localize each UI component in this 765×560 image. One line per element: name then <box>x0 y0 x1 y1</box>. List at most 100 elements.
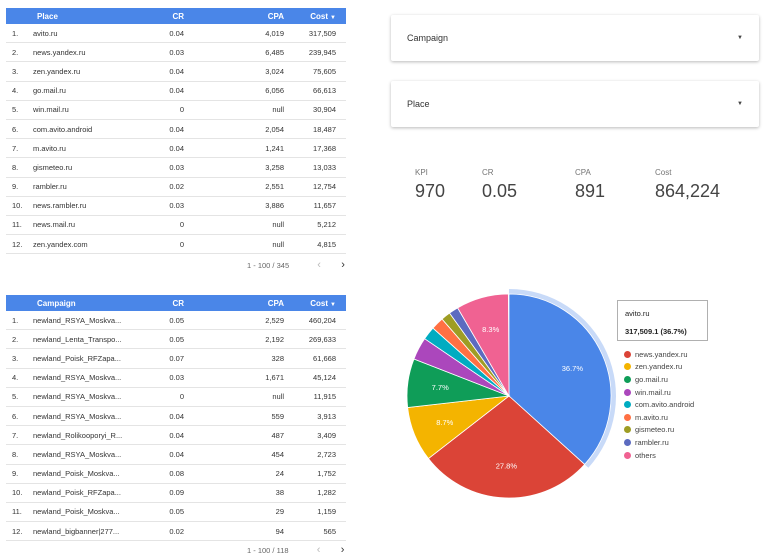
table-row[interactable]: 5. win.mail.ru 0 null 30,904 <box>6 101 346 120</box>
table-row[interactable]: 4. go.mail.ru 0.04 6,056 66,613 <box>6 82 346 101</box>
name-cell: newland_Poisk_RFZapa... <box>33 488 121 498</box>
legend-item[interactable]: gismeteo.ru <box>624 424 694 437</box>
legend-item[interactable]: others <box>624 449 694 462</box>
cpa-cell: 24 <box>275 469 284 479</box>
cr-cell: 0.04 <box>169 66 184 76</box>
table-row[interactable]: 1. avito.ru 0.04 4,019 317,509 <box>6 24 346 44</box>
row-number: 6. <box>12 411 19 421</box>
sort-desc-icon: ▼ <box>330 14 336 21</box>
next-page-icon[interactable]: › <box>340 544 345 556</box>
legend-item[interactable]: go.mail.ru <box>624 373 694 386</box>
row-number: 1. <box>12 28 19 38</box>
table-row[interactable]: 9. rambler.ru 0.02 2,551 12,754 <box>6 178 346 197</box>
legend-item[interactable]: win.mail.ru <box>624 386 694 399</box>
table-row[interactable]: 1. newland_RSYA_Moskva... 0.05 2,529 460,204 <box>6 311 346 331</box>
legend-item[interactable]: com.avito.android <box>624 398 694 411</box>
cost-cell: 45,124 <box>313 373 336 383</box>
table-row[interactable]: 7. newland_Rolikooporyi_R... 0.04 487 3,409 <box>6 426 346 446</box>
cost-cell: 17,368 <box>313 143 336 153</box>
table-row[interactable]: 2. news.yandex.ru 0.03 6,485 239,945 <box>6 43 346 63</box>
table-row[interactable]: 11. news.mail.ru 0 null 5,212 <box>6 216 346 236</box>
table-row[interactable]: 10. newland_Poisk_RFZapa... 0.09 38 1,282 <box>6 484 346 503</box>
cost-label: Cost <box>655 168 672 177</box>
place-table-body: 1. avito.ru 0.04 4,019 317,509 2. news.yandex.… <box>6 24 346 255</box>
cr-label: CR <box>482 168 494 177</box>
slice-label: 36.7% <box>562 364 584 373</box>
legend-label: news.yandex.ru <box>635 349 688 359</box>
name-cell: zen.yandex.com <box>33 239 88 249</box>
cr-column-header[interactable]: CR <box>172 298 184 308</box>
table-row[interactable]: 8. gismeteo.ru 0.03 3,258 13,033 <box>6 158 346 178</box>
pie-slice[interactable] <box>457 293 510 398</box>
name-cell: newland_RSYA_Moskva... <box>33 449 122 459</box>
prev-page-icon[interactable]: ‹ <box>316 544 321 556</box>
prev-page-icon[interactable]: ‹ <box>317 259 321 271</box>
table-row[interactable]: 5. newland_RSYA_Moskva... 0 null 11,915 <box>6 388 346 407</box>
name-cell: newland_Lenta_Transpo... <box>33 334 122 344</box>
row-number: 4. <box>12 86 19 96</box>
table-row[interactable]: 10. news.rambler.ru 0.03 3,886 11,657 <box>6 197 346 216</box>
table-row[interactable]: 12. newland_bigbanner|277... 0.02 94 565 <box>6 522 346 542</box>
cr-cell: 0.07 <box>169 353 184 363</box>
cost-by-place-pie-chart[interactable]: 36.7% 27.8% 8.7% 7.7% 8.3% <box>395 282 625 512</box>
cpa-cell: 328 <box>271 353 284 363</box>
table-row[interactable]: 4. newland_RSYA_Moskva... 0.03 1,671 45,124 <box>6 369 346 388</box>
table-row[interactable]: 12. zen.yandex.com 0 null 4,815 <box>6 235 346 255</box>
place-filter-dropdown[interactable]: Place ▼ <box>391 81 759 127</box>
cost-cell: 269,633 <box>308 334 336 344</box>
cpa-cell: 1,241 <box>265 143 284 153</box>
place-table-pager: 1 - 100 / 345 ‹ › <box>247 259 355 271</box>
campaign-filter-dropdown[interactable]: Campaign ▼ <box>391 15 759 61</box>
place-pager-range: 1 - 100 / 345 <box>247 260 290 270</box>
tooltip-value: 317,509.1 (36.7%) <box>625 327 687 336</box>
table-row[interactable]: 9. newland_Poisk_Moskva... 0.08 24 1,752 <box>6 465 346 484</box>
campaign-table-header: Campaign CR CPA Cost ▼ <box>6 295 346 311</box>
cpa-column-header[interactable]: CPA <box>267 11 284 21</box>
legend-item[interactable]: m.avito.ru <box>624 411 694 424</box>
table-row[interactable]: 3. zen.yandex.ru 0.04 3,024 75,605 <box>6 62 346 82</box>
pie-slice[interactable] <box>508 293 612 465</box>
table-row[interactable]: 6. com.avito.android 0.04 2,054 18,487 <box>6 120 346 140</box>
legend-label: rambler.ru <box>635 437 669 447</box>
next-page-icon[interactable]: › <box>341 259 345 271</box>
cpa-cell: null <box>272 220 284 230</box>
cost-cell: 4,815 <box>317 239 336 249</box>
cost-column-header[interactable]: Cost ▼ <box>284 12 340 21</box>
table-row[interactable]: 2. newland_Lenta_Transpo... 0.05 2,192 269,6… <box>6 330 346 350</box>
cpa-cell: 2,551 <box>265 182 284 192</box>
cost-header-label: Cost <box>310 298 329 308</box>
cpa-column-header[interactable]: CPA <box>267 298 284 308</box>
table-row[interactable]: 8. newland_RSYA_Moskva... 0.04 454 2,723 <box>6 445 346 465</box>
table-row[interactable]: 11. newland_Poisk_Moskva... 0.05 29 1,159 <box>6 503 346 523</box>
legend-item[interactable]: news.yandex.ru <box>624 348 694 361</box>
table-row[interactable]: 6. newland_RSYA_Moskva... 0.04 559 3,913 <box>6 407 346 427</box>
cpa-label: CPA <box>575 168 591 177</box>
cr-cell: 0.04 <box>169 124 184 134</box>
cr-column-header[interactable]: CR <box>172 11 184 21</box>
table-row[interactable]: 7. m.avito.ru 0.04 1,241 17,368 <box>6 139 346 159</box>
cost-cell: 1,159 <box>317 507 336 517</box>
dropdown-caret-icon: ▼ <box>737 101 743 107</box>
legend-label: gismeteo.ru <box>635 425 675 435</box>
table-row[interactable]: 3. newland_Poisk_RFZapa... 0.07 328 61,668 <box>6 349 346 369</box>
name-cell: zen.yandex.ru <box>33 66 81 76</box>
pie-slice[interactable] <box>427 395 586 499</box>
campaign-column-header[interactable]: Campaign <box>37 298 76 308</box>
legend-item[interactable]: zen.yandex.ru <box>624 361 694 374</box>
name-cell: m.avito.ru <box>33 143 66 153</box>
cpa-cell: 94 <box>275 526 284 536</box>
name-cell: go.mail.ru <box>33 86 66 96</box>
cpa-cell: 454 <box>271 449 284 459</box>
kpi-label: KPI <box>415 168 428 177</box>
cost-cell: 239,945 <box>308 47 336 57</box>
cr-cell: 0 <box>179 105 184 115</box>
name-cell: com.avito.android <box>33 124 93 134</box>
place-column-header[interactable]: Place <box>37 11 58 21</box>
legend-item[interactable]: rambler.ru <box>624 436 694 449</box>
name-cell: newland_Poisk_RFZapa... <box>33 353 121 363</box>
cost-cell: 565 <box>323 526 336 536</box>
row-number: 2. <box>12 334 19 344</box>
cpa-value: 891 <box>575 181 606 201</box>
cost-column-header[interactable]: Cost ▼ <box>284 299 340 308</box>
cpa-cell: 29 <box>275 507 284 517</box>
